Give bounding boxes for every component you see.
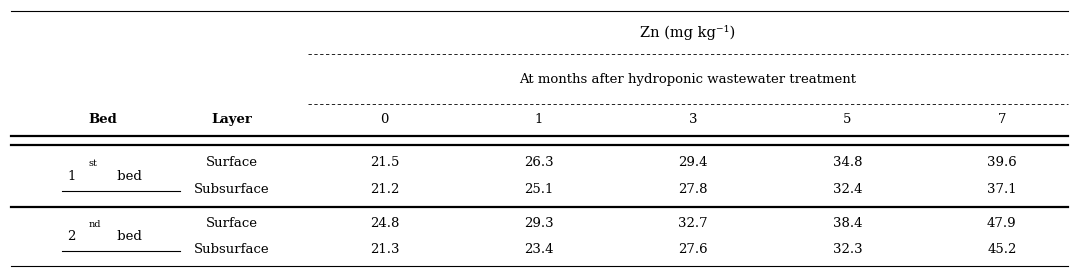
Text: 29.4: 29.4 xyxy=(679,156,708,169)
Text: nd: nd xyxy=(88,220,101,229)
Text: At months after hydroponic wastewater treatment: At months after hydroponic wastewater tr… xyxy=(519,73,857,86)
Text: 2: 2 xyxy=(67,230,76,243)
Text: 27.8: 27.8 xyxy=(679,183,708,196)
Text: Bed: Bed xyxy=(88,114,117,126)
Text: 47.9: 47.9 xyxy=(987,217,1016,230)
Text: 21.5: 21.5 xyxy=(370,156,399,169)
Text: 0: 0 xyxy=(381,114,388,126)
Text: 34.8: 34.8 xyxy=(833,156,862,169)
Text: 7: 7 xyxy=(998,114,1006,126)
Text: 1: 1 xyxy=(535,114,543,126)
Text: 32.7: 32.7 xyxy=(679,217,708,230)
Text: 38.4: 38.4 xyxy=(833,217,862,230)
Text: Surface: Surface xyxy=(206,217,258,230)
Text: 39.6: 39.6 xyxy=(987,156,1016,169)
Text: Subsurface: Subsurface xyxy=(194,243,270,256)
Text: 26.3: 26.3 xyxy=(524,156,554,169)
Text: 32.4: 32.4 xyxy=(833,183,862,196)
Text: Surface: Surface xyxy=(206,156,258,169)
Text: Layer: Layer xyxy=(211,114,252,126)
Text: 29.3: 29.3 xyxy=(524,217,554,230)
Text: 32.3: 32.3 xyxy=(833,243,862,256)
Text: 37.1: 37.1 xyxy=(987,183,1016,196)
Text: 3: 3 xyxy=(689,114,697,126)
Text: 45.2: 45.2 xyxy=(987,243,1016,256)
Text: 21.2: 21.2 xyxy=(370,183,399,196)
Text: Subsurface: Subsurface xyxy=(194,183,270,196)
Text: 1: 1 xyxy=(67,170,76,183)
Text: 24.8: 24.8 xyxy=(370,217,399,230)
Text: bed: bed xyxy=(113,230,142,243)
Text: 21.3: 21.3 xyxy=(370,243,399,256)
Text: 23.4: 23.4 xyxy=(524,243,554,256)
Text: 5: 5 xyxy=(844,114,851,126)
Text: 27.6: 27.6 xyxy=(679,243,708,256)
Text: 25.1: 25.1 xyxy=(524,183,554,196)
Text: Zn (mg kg⁻¹): Zn (mg kg⁻¹) xyxy=(640,25,736,40)
Text: st: st xyxy=(88,159,97,169)
Text: bed: bed xyxy=(113,170,142,183)
